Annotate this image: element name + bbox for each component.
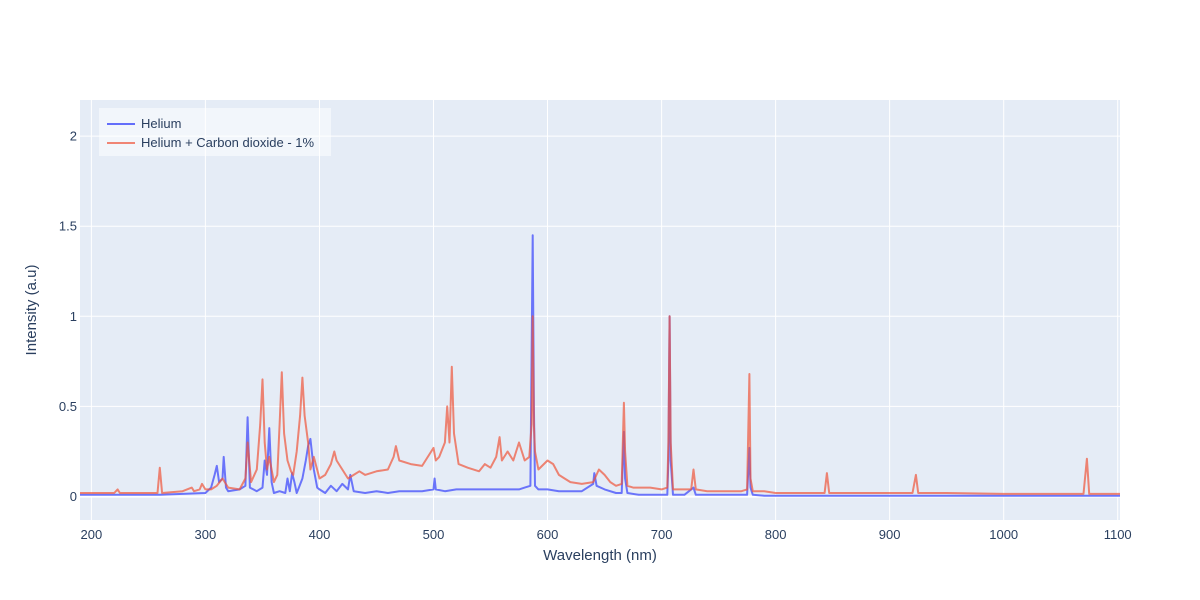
grid-lines: [80, 100, 1120, 520]
legend[interactable]: Helium Helium + Carbon dioxide - 1%: [99, 108, 331, 156]
x-tick-label: 600: [537, 527, 559, 542]
plot-background: [80, 100, 1120, 520]
x-tick-label: 400: [309, 527, 331, 542]
x-tick-label: 1100: [1104, 527, 1132, 542]
legend-box: [99, 108, 331, 156]
y-axis-title: Intensity (a.u): [23, 265, 40, 356]
series-line-helium-co2: [80, 315, 1120, 495]
y-tick-label: 2: [70, 129, 77, 144]
y-axis-ticks: 0 0.5 1 1.5 2: [59, 129, 77, 505]
x-axis-title: Wavelength (nm): [543, 547, 657, 564]
x-tick-label: 1000: [989, 527, 1018, 542]
series-line-helium: [80, 234, 1120, 497]
y-tick-label: 1.5: [59, 219, 77, 234]
y-tick-label: 1: [70, 309, 77, 324]
y-tick-label: 0: [70, 489, 77, 504]
x-tick-label: 200: [81, 527, 103, 542]
y-tick-label: 0.5: [59, 399, 77, 414]
legend-label-helium[interactable]: Helium: [141, 116, 181, 131]
x-axis-ticks: 200 300 400 500 600 700 800 900 1000 1100: [81, 527, 1132, 542]
data-traces: [80, 234, 1120, 497]
x-tick-label: 700: [651, 527, 673, 542]
legend-label-helium-co2[interactable]: Helium + Carbon dioxide - 1%: [141, 135, 314, 150]
x-tick-label: 300: [195, 527, 217, 542]
x-tick-label: 900: [879, 527, 901, 542]
x-tick-label: 500: [423, 527, 445, 542]
x-tick-label: 800: [765, 527, 787, 542]
